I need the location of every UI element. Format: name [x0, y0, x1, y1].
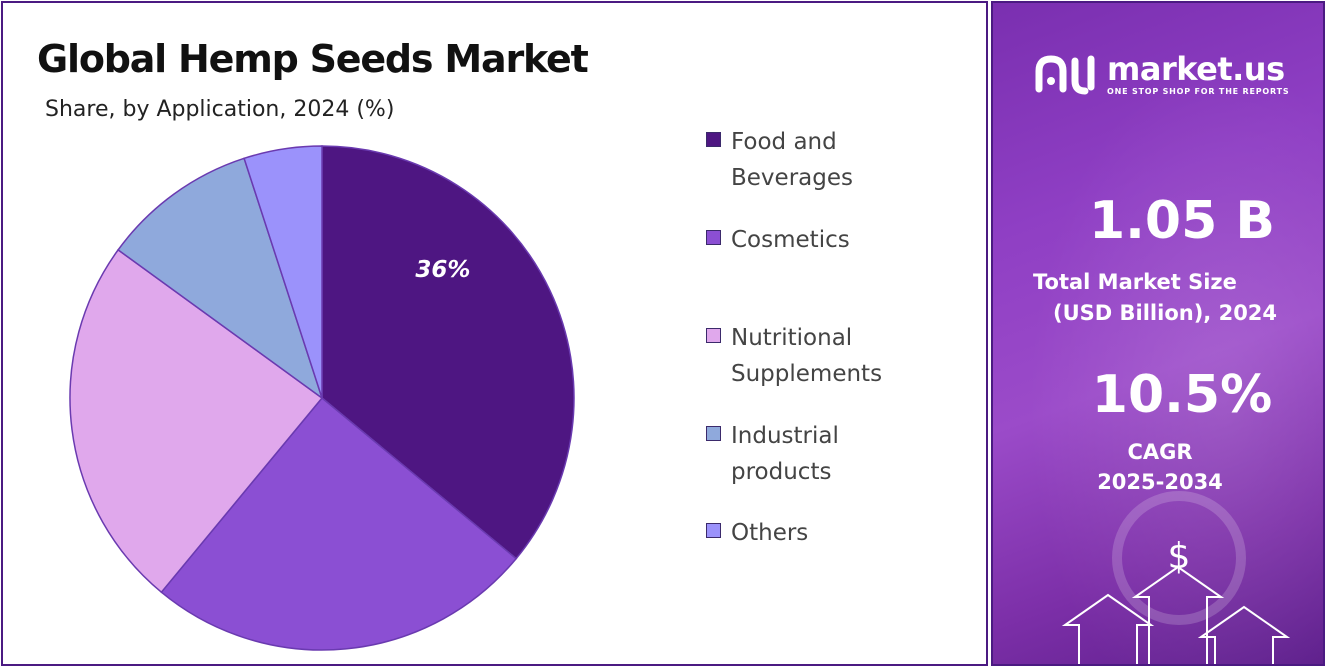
- pie-slice-nutritional-supplements: [69, 248, 324, 594]
- chart-title: Global Hemp Seeds Market: [37, 37, 589, 81]
- dollar-icon: $: [1168, 536, 1191, 577]
- legend-label-others: Others: [731, 520, 809, 546]
- legend-item-cosmetics: Cosmetics: [706, 222, 931, 258]
- market-us-logo-icon: [1035, 55, 1095, 95]
- decorative-arrows: $: [1061, 491, 1291, 664]
- brand-tagline: ONE STOP SHOP FOR THE REPORTS: [1107, 87, 1290, 96]
- legend-swatch-nutritional-supplements: [706, 328, 721, 343]
- arrow-up-icon: [1131, 565, 1225, 664]
- pie-slice-cosmetics: [160, 396, 518, 651]
- chart-panel: Global Hemp Seeds Market Share, by Appli…: [1, 1, 988, 666]
- pie-slice-industrial-products: [117, 157, 324, 400]
- pie-data-label: 36%: [415, 257, 470, 283]
- pie-slice-food-and-beverages: [321, 145, 575, 560]
- pie-chart: 36%: [69, 145, 575, 651]
- market-size-label-line2: (USD Billion), 2024: [1053, 301, 1278, 325]
- legend-label-industrial-products: Industrial products: [731, 423, 839, 485]
- coin-ring-icon: [1112, 491, 1246, 625]
- cagr-period: 2025-2034: [1097, 470, 1223, 494]
- legend-item-others: Others: [706, 515, 931, 551]
- arrow-up-icon: [1197, 605, 1291, 664]
- brand-logo: market.us ONE STOP SHOP FOR THE REPORTS: [1033, 51, 1289, 97]
- legend-item-industrial-products: Industrial products: [706, 418, 931, 490]
- legend-swatch-others: [706, 523, 721, 538]
- chart-subtitle: Share, by Application, 2024 (%): [45, 97, 395, 122]
- legend-item-food-beverages: Food and Beverages: [706, 124, 931, 196]
- legend-swatch-industrial-products: [706, 426, 721, 441]
- legend-label-food-beverages: Food and Beverages: [731, 129, 853, 191]
- market-size-label-line1: Total Market Size: [1033, 270, 1237, 294]
- stats-panel: $ market.us ONE STOP SHOP FOR THE REPORT…: [991, 1, 1325, 666]
- legend-item-nutritional-supplements: Nutritional Supplements: [706, 320, 931, 392]
- chart-legend: Food and Beverages Cosmetics Nutritional S…: [706, 3, 986, 668]
- market-size-value: 1.05 B: [1088, 191, 1276, 251]
- arrow-up-icon: [1061, 593, 1155, 664]
- brand-name: market.us: [1107, 50, 1285, 88]
- background-haze: [993, 3, 1323, 664]
- cagr-value: 10.5%: [1091, 365, 1273, 425]
- pie-slice-others: [243, 145, 323, 399]
- legend-label-cosmetics: Cosmetics: [731, 227, 850, 253]
- cagr-label: CAGR: [1127, 440, 1193, 464]
- legend-label-nutritional-supplements: Nutritional Supplements: [731, 325, 883, 387]
- legend-swatch-cosmetics: [706, 230, 721, 245]
- legend-swatch-food-beverages: [706, 132, 721, 147]
